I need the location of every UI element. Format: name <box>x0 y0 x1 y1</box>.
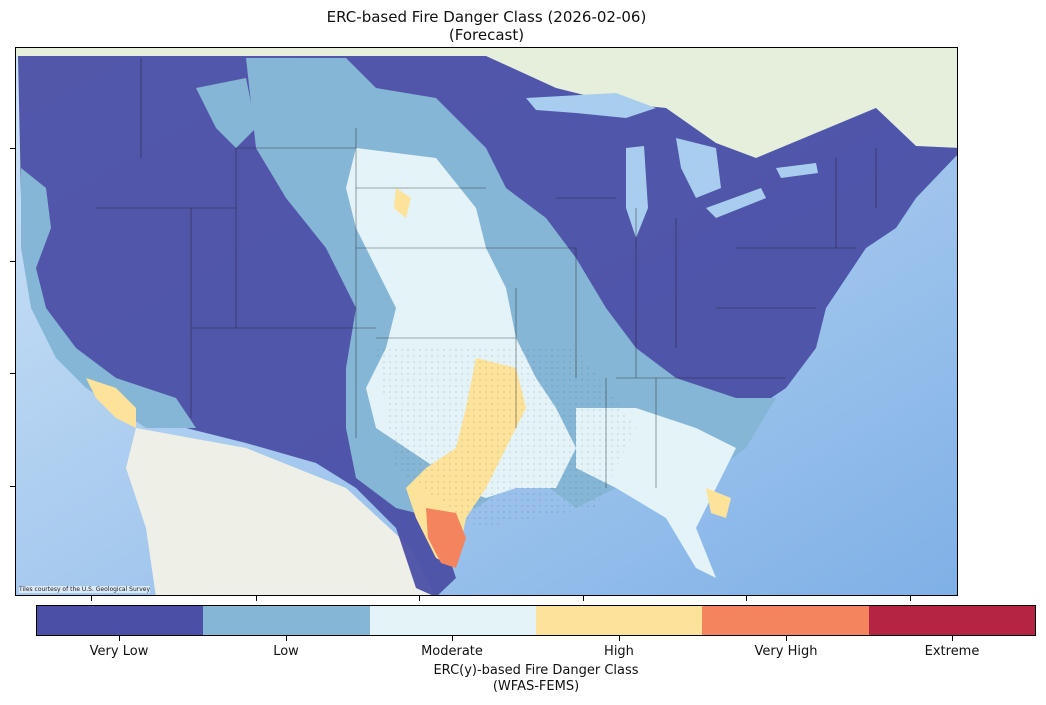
colorbar-label-moderate: Moderate <box>421 644 483 659</box>
colorbar-segment-extreme <box>868 606 1035 635</box>
y-axis-tick <box>10 486 15 487</box>
colorbar-segment-moderate <box>369 606 536 635</box>
stipple-overlay <box>376 348 636 528</box>
colorbar-segment-very-high <box>702 606 869 635</box>
colorbar-tick <box>286 636 287 641</box>
colorbar-tick <box>619 636 620 641</box>
chart-title: ERC-based Fire Danger Class (2026-02-06) <box>326 8 647 26</box>
x-axis-tick <box>256 596 257 601</box>
fire-danger-map[interactable]: Tiles courtesy of the U.S. Geological Su… <box>15 47 958 596</box>
colorbar-tick <box>452 636 453 641</box>
y-axis-tick <box>10 373 15 374</box>
colorbar-label-low: Low <box>273 644 299 659</box>
colorbar-tick <box>119 636 120 641</box>
colorbar-tick <box>952 636 953 641</box>
high-socal <box>86 378 136 428</box>
colorbar-label-high: High <box>604 644 634 659</box>
colorbar-subtitle: (WFAS-FEMS) <box>492 679 580 694</box>
colorbar-segment-high <box>535 606 703 635</box>
low-west-coast <box>21 168 196 428</box>
colorbar-title: ERC(y)-based Fire Danger Class <box>433 663 639 678</box>
high-florida <box>706 488 731 518</box>
y-axis-tick <box>10 261 15 262</box>
lake-ontario <box>776 163 818 178</box>
x-axis-tick <box>91 596 92 601</box>
high-ne-dots <box>394 188 411 218</box>
lake-michigan <box>626 146 648 238</box>
lake-erie <box>706 188 766 218</box>
lake-superior <box>526 93 656 118</box>
chart-subtitle: (Forecast) <box>448 26 525 44</box>
state-boundaries <box>96 58 877 488</box>
colorbar-label-very-high: Very High <box>754 644 818 659</box>
x-axis-tick <box>583 596 584 601</box>
very-high-south-texas <box>426 508 466 568</box>
low-northern-rockies <box>196 78 256 148</box>
colorbar-label-very-low: Very Low <box>89 644 149 659</box>
y-axis-tick <box>10 148 15 149</box>
colorbar <box>36 605 1036 636</box>
colorbar-tick <box>786 636 787 641</box>
colorbar-label-extreme: Extreme <box>924 644 980 659</box>
colorbar-segment-very-low <box>37 606 204 635</box>
x-axis-tick <box>910 596 911 601</box>
x-axis-tick <box>419 596 420 601</box>
x-axis-tick <box>746 596 747 601</box>
colorbar-segment-low <box>203 606 370 635</box>
mexico-land <box>126 428 435 595</box>
lake-huron <box>676 138 721 198</box>
canada-land <box>16 48 957 158</box>
map-attribution: Tiles courtesy of the U.S. Geological Su… <box>19 586 151 593</box>
